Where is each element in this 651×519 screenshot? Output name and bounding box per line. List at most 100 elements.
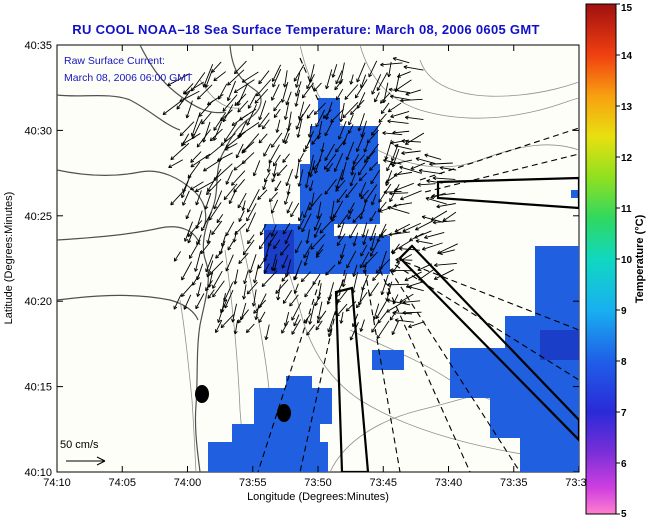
current-vector <box>190 151 202 163</box>
current-vector-head <box>408 286 412 290</box>
current-vector <box>376 320 390 339</box>
current-vector-head <box>242 148 245 152</box>
current-vector-head <box>284 116 288 120</box>
current-vector <box>237 100 249 113</box>
current-vector <box>237 83 249 106</box>
current-vector-head <box>303 149 307 153</box>
current-vector-head <box>225 146 230 149</box>
current-vector-head <box>364 160 368 163</box>
current-vector-head <box>417 184 421 187</box>
current-vector-head <box>345 307 348 312</box>
current-vector <box>301 213 312 233</box>
current-vector <box>272 68 282 88</box>
current-vector-head <box>348 131 352 134</box>
current-vector-head <box>305 184 309 189</box>
current-vector-head <box>366 155 368 160</box>
current-vector-head <box>372 277 374 281</box>
current-vector-head <box>291 332 296 335</box>
current-vector <box>375 258 391 274</box>
current-vector <box>185 209 191 220</box>
current-vector-head <box>246 122 251 126</box>
current-vector-head <box>303 215 307 219</box>
current-vector-head <box>249 270 253 274</box>
current-vector <box>300 271 311 282</box>
x-tick-label: 74:10 <box>43 477 71 489</box>
current-vector-head <box>392 270 397 273</box>
current-vector-head <box>231 122 235 126</box>
current-vector <box>353 264 358 277</box>
current-vector-head <box>399 166 403 170</box>
current-vector-head <box>304 262 308 266</box>
current-vector <box>295 89 301 107</box>
current-vector <box>310 233 326 250</box>
current-vector <box>350 99 365 115</box>
current-vector-head <box>284 84 288 88</box>
current-vector <box>298 153 304 163</box>
current-vector <box>405 116 424 121</box>
current-vector <box>311 192 315 207</box>
current-vector-head <box>358 128 362 132</box>
current-vector <box>271 84 280 101</box>
current-vector <box>415 220 434 231</box>
current-vector <box>268 144 280 164</box>
current-vector-head <box>382 131 386 134</box>
current-vector <box>339 62 345 85</box>
current-vector-head <box>213 177 216 181</box>
current-vector-head <box>213 137 217 141</box>
current-vector-head <box>317 321 321 324</box>
current-vector-head <box>184 238 188 242</box>
current-vector <box>227 80 236 101</box>
current-vector-head <box>314 170 319 174</box>
current-vector-head <box>182 90 185 95</box>
current-vector <box>206 178 222 195</box>
current-vector-head <box>361 233 364 238</box>
current-vector-head <box>252 279 255 284</box>
current-vector-head <box>371 91 376 95</box>
colorbar-tick-label: 11 <box>621 204 632 215</box>
current-vector-head <box>234 102 237 106</box>
legend-line-1: Raw Surface Current: <box>64 55 165 67</box>
current-vector <box>258 133 268 144</box>
current-vector-head <box>237 110 242 113</box>
current-vector-head <box>338 262 342 265</box>
current-vector-head <box>378 120 383 123</box>
current-vector-head <box>237 205 242 209</box>
current-vector <box>332 64 338 78</box>
current-vector-head <box>408 324 412 328</box>
current-vector <box>234 79 255 93</box>
current-vector-head <box>360 265 364 269</box>
y-tick-label: 40:25 <box>24 211 52 223</box>
current-vector <box>392 262 400 273</box>
current-vector <box>263 143 272 157</box>
current-vector-head <box>386 284 391 287</box>
current-vector-head <box>376 271 380 274</box>
current-vector <box>387 206 410 214</box>
current-vector <box>335 179 346 192</box>
current-vector-head <box>262 186 264 190</box>
current-vector <box>258 112 270 128</box>
current-vector-head <box>392 310 397 314</box>
current-vector-head <box>380 291 383 295</box>
current-vector-head <box>390 114 394 118</box>
current-vector <box>258 70 270 85</box>
colorbar-ticks: 15 14 13 12 11 10 9 8 7 6 5 <box>616 3 633 519</box>
current-vector-head <box>181 294 185 297</box>
current-vector <box>271 224 277 237</box>
current-vector-head <box>254 316 257 320</box>
current-vector <box>422 242 443 250</box>
current-vector-head <box>381 111 385 115</box>
current-vector-head <box>211 70 215 73</box>
current-vector-head <box>234 281 238 285</box>
current-vector <box>272 64 282 82</box>
current-vector <box>219 240 226 255</box>
current-vector-head <box>405 284 410 288</box>
current-vector <box>295 72 301 88</box>
current-vector-head <box>335 187 337 192</box>
current-vector-head <box>231 183 235 186</box>
current-vector <box>282 289 293 304</box>
current-vector-head <box>294 79 298 82</box>
current-vector-head <box>291 317 295 321</box>
current-vector-head <box>262 187 267 191</box>
current-vector-head <box>393 203 397 207</box>
current-vector-head <box>359 328 362 332</box>
